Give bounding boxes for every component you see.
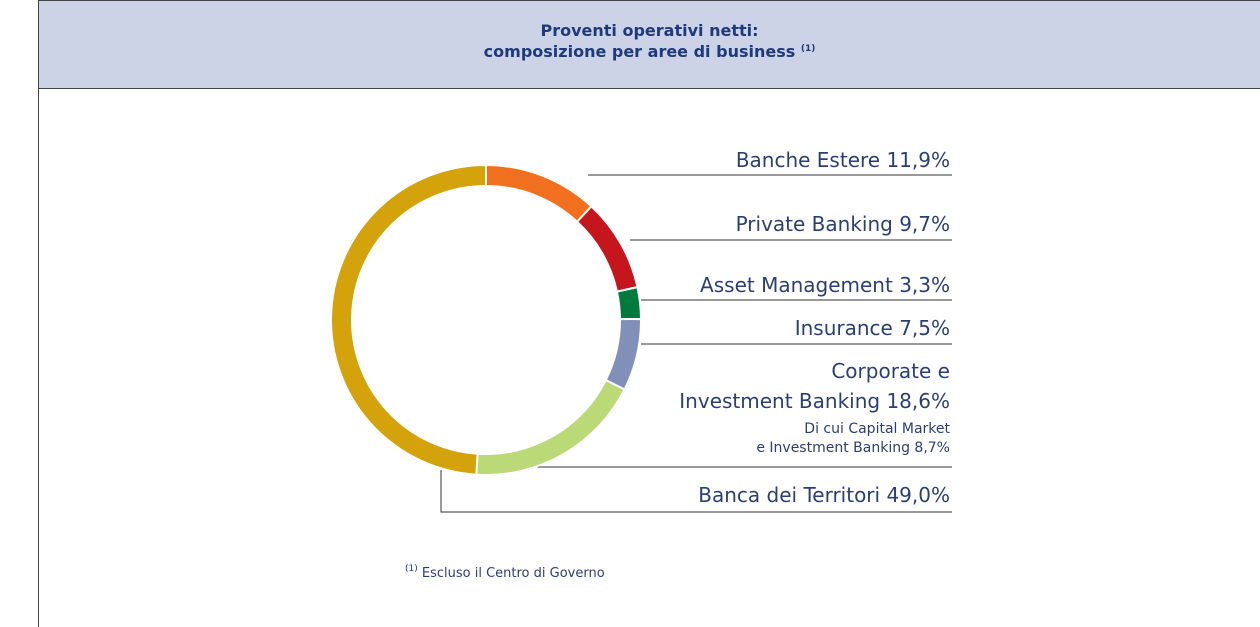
leader-lines: [440, 174, 952, 513]
category-name: Banche Estere: [735, 148, 881, 172]
footnote-text: Escluso il Centro di Governo: [421, 566, 605, 581]
category-name: Asset Management: [700, 273, 893, 297]
donut-slice: [615, 285, 643, 321]
title-note: (1): [800, 44, 816, 54]
leader-line: [440, 470, 952, 513]
slice-label: Corporate e Investment Banking 18,6%: [679, 356, 950, 416]
slice-label: Insurance 7,5%: [795, 313, 950, 343]
chart-title: Proventi operativi netti: composizione p…: [39, 20, 1260, 62]
annotation-value: 8,7%: [914, 440, 950, 456]
slice-label: Private Banking 9,7%: [736, 209, 950, 239]
value-label: 9,7%: [899, 212, 950, 236]
donut-slice: [330, 163, 487, 476]
value-label: 18,6%: [886, 389, 950, 413]
donut-slice: [575, 204, 639, 293]
footnote: (1) Escluso il Centro di Governo: [405, 564, 605, 582]
donut-slice: [604, 318, 642, 391]
title-text: Proventi operativi netti: composizione p…: [483, 21, 796, 61]
value-label: 11,9%: [886, 148, 950, 172]
slice-label: Banche Estere 11,9%: [736, 145, 950, 175]
annotation: Di cui Capital Market e Investment Banki…: [756, 420, 950, 458]
category-name: Banca dei Territori: [698, 483, 881, 507]
header-band: [39, 1, 1260, 89]
category-name: Corporate e Investment Banking: [679, 359, 950, 413]
value-label: 49,0%: [886, 483, 950, 507]
footnote-marker: (1): [405, 564, 418, 574]
value-label: 7,5%: [899, 316, 950, 340]
donut-slice: [485, 163, 593, 224]
frame: [38, 0, 1260, 627]
category-name: Private Banking: [735, 212, 893, 236]
value-label: 3,3%: [899, 273, 950, 297]
annotation-text: Di cui Capital Market e Investment Banki…: [756, 421, 950, 456]
slice-label: Banca dei Territori 49,0%: [698, 480, 950, 510]
slice-label: Asset Management 3,3%: [700, 270, 950, 300]
category-name: Insurance: [794, 316, 893, 340]
donut-slice: [475, 378, 626, 476]
